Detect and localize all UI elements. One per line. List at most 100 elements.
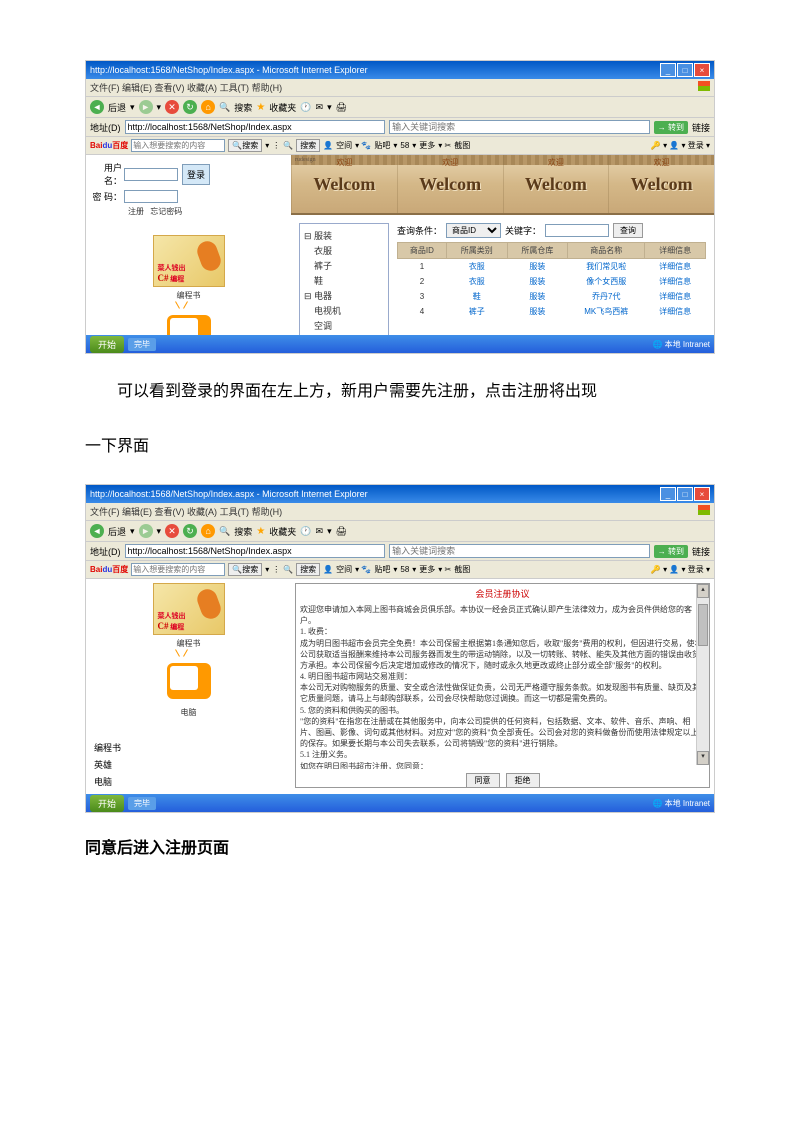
- baidu-shot[interactable]: 截图: [454, 140, 470, 151]
- tree-item[interactable]: 鞋: [304, 273, 384, 288]
- cond-select[interactable]: 商品ID: [446, 223, 501, 238]
- tree-root[interactable]: ⊟ 电器: [304, 288, 384, 303]
- tree-root[interactable]: 家用商品: [304, 333, 384, 335]
- baidu-shot[interactable]: 截图: [454, 564, 470, 575]
- links-label[interactable]: 链接: [692, 121, 710, 134]
- forward-icon[interactable]: ►: [139, 100, 153, 114]
- back-label[interactable]: 后退: [108, 101, 126, 114]
- book-image[interactable]: 菜人钱出C# 编程: [153, 583, 225, 635]
- task-item[interactable]: 完毕: [128, 338, 156, 351]
- menu-tools[interactable]: 工具(T): [220, 507, 250, 517]
- list-item[interactable]: 电脑: [94, 773, 283, 790]
- baidu-num[interactable]: 58: [400, 565, 409, 574]
- menu-edit[interactable]: 编辑(E): [122, 83, 152, 93]
- search-icon[interactable]: 🔍: [219, 526, 230, 537]
- baidu-input[interactable]: [131, 563, 225, 576]
- login-button[interactable]: 登录: [182, 164, 210, 185]
- menu-view[interactable]: 查看(V): [155, 507, 185, 517]
- task-item[interactable]: 完毕: [128, 797, 156, 810]
- refresh-icon[interactable]: ↻: [183, 524, 197, 538]
- baidu-num[interactable]: 58: [400, 141, 409, 150]
- list-item[interactable]: 英雄: [94, 756, 283, 773]
- search-icon[interactable]: 🔍: [219, 102, 230, 113]
- baidu-space[interactable]: 空间: [336, 140, 352, 151]
- fav-icon[interactable]: ★: [256, 102, 265, 113]
- minimize-icon[interactable]: _: [660, 63, 676, 77]
- reject-button[interactable]: 拒绝: [506, 773, 540, 788]
- menu-file[interactable]: 文件(F): [90, 507, 120, 517]
- query-button[interactable]: 查询: [613, 223, 643, 238]
- print-icon[interactable]: 🖨: [336, 526, 347, 537]
- maximize-icon[interactable]: □: [677, 63, 693, 77]
- baidu-search2-btn[interactable]: 搜索: [296, 563, 320, 576]
- scroll-up-icon[interactable]: ▴: [697, 584, 709, 598]
- close-icon[interactable]: ×: [694, 63, 710, 77]
- tree-root[interactable]: ⊟ 服装: [304, 228, 384, 243]
- kw-input[interactable]: [545, 224, 609, 237]
- baidu-tieba[interactable]: 贴吧: [374, 564, 390, 575]
- history-icon[interactable]: 🕐: [300, 526, 311, 537]
- forward-icon[interactable]: ►: [139, 524, 153, 538]
- baidu-input[interactable]: [131, 139, 225, 152]
- menu-help[interactable]: 帮助(H): [252, 83, 283, 93]
- print-icon[interactable]: 🖨: [336, 102, 347, 113]
- fav-icon[interactable]: ★: [256, 526, 265, 537]
- home-icon[interactable]: ⌂: [201, 524, 215, 538]
- baidu-space[interactable]: 空间: [336, 564, 352, 575]
- tree-item[interactable]: 空调: [304, 318, 384, 333]
- minimize-icon[interactable]: _: [660, 487, 676, 501]
- menu-fav[interactable]: 收藏(A): [187, 83, 217, 93]
- baidu-login[interactable]: 登录: [688, 141, 704, 150]
- stop-icon[interactable]: ✕: [165, 100, 179, 114]
- back-icon[interactable]: ◄: [90, 524, 104, 538]
- baidu-tieba[interactable]: 贴吧: [374, 140, 390, 151]
- fav-label[interactable]: 收藏夹: [269, 525, 296, 538]
- address-search[interactable]: [389, 544, 650, 558]
- start-button[interactable]: 开始: [90, 795, 124, 812]
- back-icon[interactable]: ◄: [90, 100, 104, 114]
- menu-fav[interactable]: 收藏(A): [187, 507, 217, 517]
- tree-item[interactable]: 衣服: [304, 243, 384, 258]
- mail-icon[interactable]: ✉: [316, 102, 324, 113]
- scrollbar[interactable]: ▴ ▾: [696, 584, 709, 765]
- baidu-login[interactable]: 登录: [688, 565, 704, 574]
- baidu-search-btn[interactable]: 🔍搜索: [228, 139, 262, 152]
- menu-help[interactable]: 帮助(H): [252, 507, 283, 517]
- stop-icon[interactable]: ✕: [165, 524, 179, 538]
- scroll-down-icon[interactable]: ▾: [697, 751, 709, 765]
- address-input[interactable]: [125, 544, 386, 558]
- list-item[interactable]: 编程书: [94, 739, 283, 756]
- go-button[interactable]: → 转到: [654, 121, 688, 134]
- maximize-icon[interactable]: □: [677, 487, 693, 501]
- baidu-search2-btn[interactable]: 搜索: [296, 139, 320, 152]
- forgot-link[interactable]: 忘记密码: [150, 207, 182, 216]
- register-link[interactable]: 注册: [128, 207, 144, 216]
- tree-item[interactable]: 裤子: [304, 258, 384, 273]
- scroll-thumb[interactable]: [698, 604, 708, 646]
- address-search[interactable]: [389, 120, 650, 134]
- back-label[interactable]: 后退: [108, 525, 126, 538]
- refresh-icon[interactable]: ↻: [183, 100, 197, 114]
- start-button[interactable]: 开始: [90, 336, 124, 353]
- agree-button[interactable]: 同意: [466, 773, 500, 788]
- search-label[interactable]: 搜索: [234, 101, 252, 114]
- close-icon[interactable]: ×: [694, 487, 710, 501]
- menu-tools[interactable]: 工具(T): [220, 83, 250, 93]
- menu-edit[interactable]: 编辑(E): [122, 507, 152, 517]
- pwd-input[interactable]: [124, 190, 178, 203]
- tv-image[interactable]: [159, 307, 219, 335]
- baidu-more[interactable]: 更多: [419, 564, 435, 575]
- history-icon[interactable]: 🕐: [300, 102, 311, 113]
- mail-icon[interactable]: ✉: [316, 526, 324, 537]
- book-image[interactable]: 菜人钱出C# 编程: [153, 235, 225, 287]
- search-label[interactable]: 搜索: [234, 525, 252, 538]
- menu-view[interactable]: 查看(V): [155, 83, 185, 93]
- fav-label[interactable]: 收藏夹: [269, 101, 296, 114]
- address-input[interactable]: [125, 120, 386, 134]
- home-icon[interactable]: ⌂: [201, 100, 215, 114]
- tree-item[interactable]: 电视机: [304, 303, 384, 318]
- go-button[interactable]: → 转到: [654, 545, 688, 558]
- tv-image[interactable]: [159, 655, 219, 705]
- baidu-more[interactable]: 更多: [419, 140, 435, 151]
- menu-file[interactable]: 文件(F): [90, 83, 120, 93]
